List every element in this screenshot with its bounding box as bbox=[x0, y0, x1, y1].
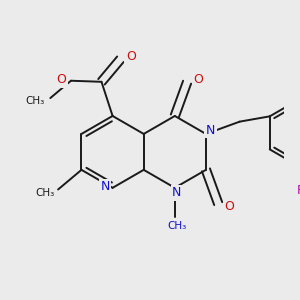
Text: O: O bbox=[194, 73, 203, 86]
Text: N: N bbox=[172, 186, 182, 199]
Text: O: O bbox=[126, 50, 136, 63]
Text: CH₃: CH₃ bbox=[35, 188, 55, 198]
Text: CH₃: CH₃ bbox=[167, 221, 186, 231]
Text: N: N bbox=[206, 124, 215, 136]
Text: CH₃: CH₃ bbox=[26, 96, 45, 106]
Text: O: O bbox=[225, 200, 235, 213]
Text: O: O bbox=[57, 73, 67, 86]
Text: F: F bbox=[297, 184, 300, 197]
Text: N: N bbox=[100, 180, 110, 194]
